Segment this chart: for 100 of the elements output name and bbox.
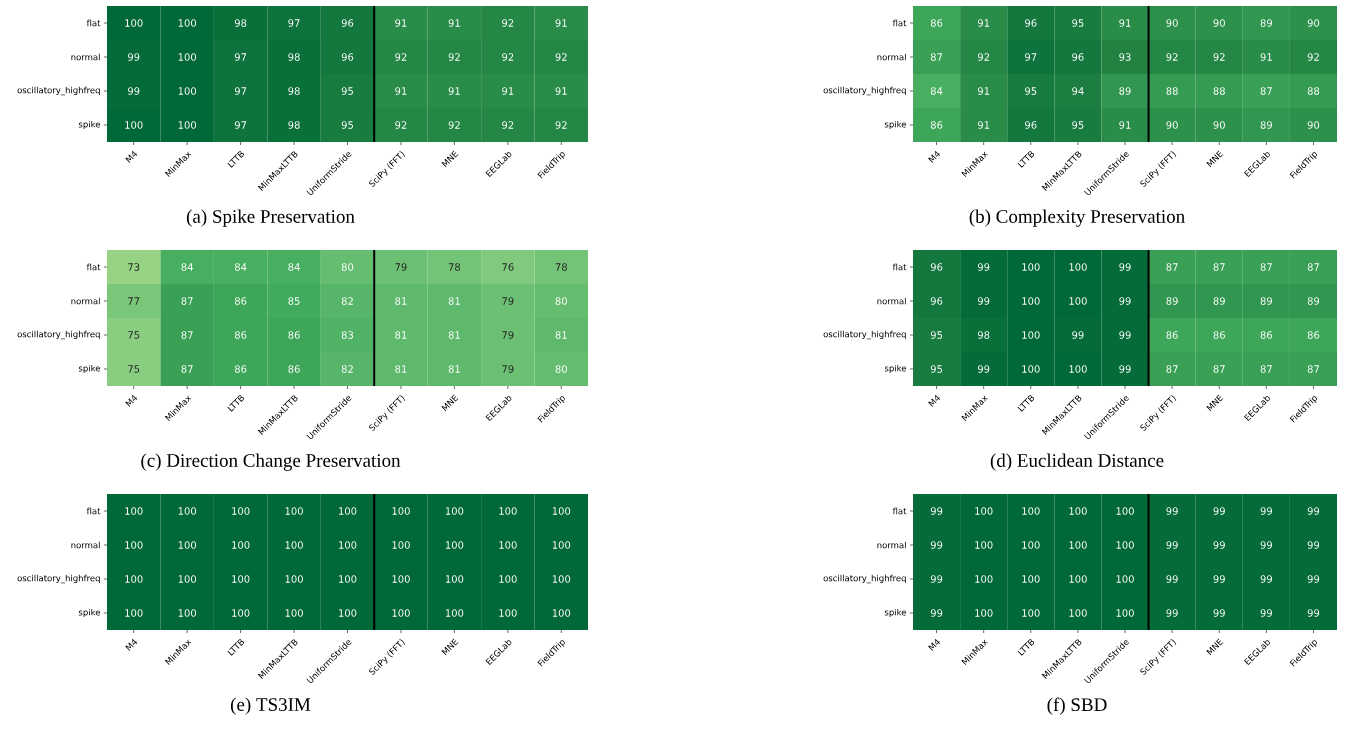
data-label: 84 [234, 263, 247, 271]
text: (e) TS3IM [230, 697, 311, 715]
data-label: 81 [395, 297, 407, 305]
data-label: 99 [1119, 297, 1131, 305]
y-tick-label: spike [884, 120, 907, 130]
data-label: 86 [1307, 331, 1320, 339]
data-label: 86 [1213, 331, 1225, 339]
text: (a) Spike Preservation [186, 209, 355, 227]
data-label: 99 [127, 87, 140, 95]
data-label: 91 [555, 87, 567, 95]
data-label: 86 [1166, 331, 1178, 339]
data-label: 100 [125, 19, 143, 27]
data-label: 99 [1166, 575, 1178, 583]
data-label: 80 [555, 297, 567, 305]
data-label: 100 [1022, 331, 1040, 339]
data-label: 100 [1116, 541, 1134, 549]
data-label: 100 [339, 575, 357, 583]
data-label: 73 [128, 263, 140, 271]
data-label: 79 [395, 263, 407, 271]
data-label: 100 [1022, 609, 1040, 617]
data-label: 100 [499, 609, 517, 617]
x-tick-label: M4 [125, 394, 138, 407]
data-label: 87 [1307, 263, 1319, 271]
data-label: 92 [395, 53, 407, 61]
data-label: 99 [1119, 331, 1131, 339]
data-label: 100 [392, 541, 410, 549]
data-label: 95 [930, 365, 943, 373]
y-tick-label: oscillatory_highfreq [17, 330, 100, 340]
data-label: 78 [448, 263, 461, 271]
data-label: 87 [930, 53, 943, 61]
data-label: 99 [1260, 541, 1272, 549]
data-label: 89 [1213, 297, 1225, 305]
data-label: 97 [1025, 53, 1037, 61]
data-label: 100 [1116, 575, 1134, 583]
data-label: 100 [178, 575, 197, 583]
data-label: 87 [1307, 365, 1319, 373]
data-label: 99 [1213, 507, 1225, 515]
data-label: 100 [552, 609, 571, 617]
text: (b) Complexity Preservation [969, 209, 1185, 227]
data-label: 99 [1307, 609, 1320, 617]
data-label: 100 [445, 541, 464, 549]
data-label: 100 [1022, 297, 1040, 305]
data-label: 99 [1260, 507, 1272, 515]
data-label: 92 [555, 53, 567, 61]
data-label: 90 [1307, 19, 1320, 27]
data-label: 96 [1072, 53, 1084, 61]
data-label: 100 [1069, 609, 1087, 617]
data-label: 92 [395, 121, 407, 129]
data-label: 81 [448, 331, 460, 339]
y-tick-label: spike [884, 364, 907, 374]
y-tick-label: spike [78, 120, 101, 130]
data-label: 92 [1307, 53, 1319, 61]
data-label: 100 [552, 575, 571, 583]
data-label: 100 [232, 609, 250, 617]
data-label: 78 [555, 263, 567, 271]
data-label: 100 [125, 609, 143, 617]
y-tick-label: oscillatory_highfreq [823, 330, 906, 340]
data-label: 99 [977, 297, 990, 305]
data-label: 100 [285, 507, 303, 515]
data-label: 100 [178, 53, 197, 61]
data-label: 86 [234, 365, 247, 373]
y-tick-label: oscillatory_highfreq [823, 86, 906, 96]
data-label: 100 [552, 541, 571, 549]
data-label: 90 [1307, 121, 1320, 129]
data-label: 91 [977, 19, 990, 27]
data-label: 96 [930, 263, 943, 271]
data-label: 89 [1260, 19, 1272, 27]
data-label: 92 [1213, 53, 1225, 61]
data-label: 91 [448, 19, 460, 27]
data-label: 100 [1069, 263, 1087, 271]
y-tick-label: normal [877, 297, 906, 305]
data-label: 96 [930, 297, 943, 305]
data-label: 85 [288, 297, 300, 305]
data-label: 80 [555, 365, 567, 373]
y-tick-label: flat [86, 507, 101, 515]
y-tick-label: normal [71, 297, 100, 305]
y-tick-label: normal [877, 541, 906, 549]
data-label: 100 [178, 87, 197, 95]
y-tick-label: flat [86, 263, 101, 271]
data-label: 86 [288, 365, 300, 373]
y-tick-label: spike [78, 608, 101, 618]
data-label: 88 [1307, 87, 1320, 95]
data-label: 100 [1069, 365, 1087, 373]
data-label: 100 [232, 541, 250, 549]
data-label: 100 [445, 507, 464, 515]
data-label: 87 [1260, 263, 1272, 271]
data-label: 87 [1166, 263, 1178, 271]
data-label: 87 [181, 297, 193, 305]
data-label: 92 [502, 53, 514, 61]
data-label: 100 [125, 575, 143, 583]
data-label: 100 [339, 541, 357, 549]
data-label: 100 [285, 609, 303, 617]
data-label: 92 [555, 121, 567, 129]
data-label: 92 [448, 53, 460, 61]
data-label: 87 [1213, 263, 1225, 271]
data-label: 91 [448, 87, 460, 95]
y-tick-label: spike [78, 364, 101, 374]
data-label: 87 [1260, 365, 1272, 373]
data-label: 100 [125, 121, 143, 129]
data-label: 80 [341, 263, 354, 271]
